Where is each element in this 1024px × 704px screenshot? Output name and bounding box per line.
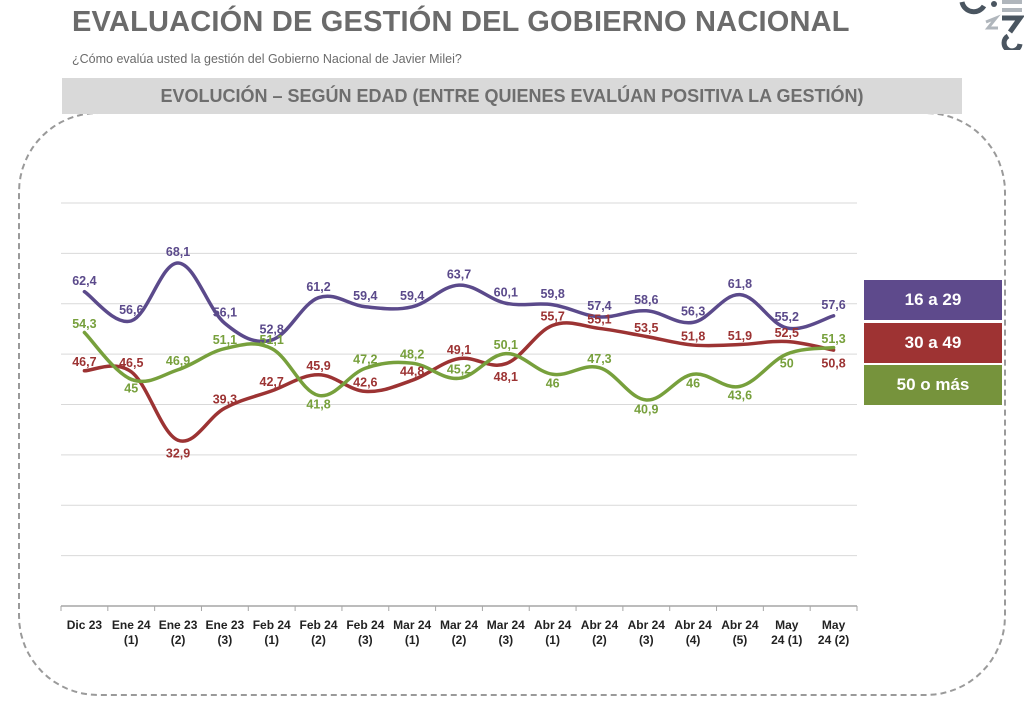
data-label: 57,4 [587, 299, 611, 313]
legend-item-16-29: 16 a 29 [864, 280, 1002, 320]
data-label: 44,8 [400, 365, 424, 379]
x-tick-label: Abr 24 (4) [674, 618, 712, 647]
data-label: 56,3 [681, 305, 705, 319]
data-label: 55,2 [775, 310, 799, 324]
data-label: 58,6 [634, 293, 658, 307]
series-line-0 [82, 261, 836, 344]
data-label: 53,5 [634, 321, 658, 335]
data-label: 56,1 [213, 306, 237, 320]
data-label: 59,8 [540, 287, 564, 301]
x-tick-label: Feb 24 (2) [299, 618, 338, 647]
legend-label: 16 a 29 [904, 290, 962, 309]
data-label: 55,1 [587, 313, 611, 327]
series-lines [82, 261, 836, 443]
x-tick-label: Abr 24 (2) [580, 618, 619, 647]
data-label: 45,9 [306, 359, 330, 373]
x-tick-label: May 24 (1) [771, 618, 803, 647]
legend-label: 30 a 49 [904, 333, 962, 352]
legend-item-30-49: 30 a 49 [864, 323, 1002, 363]
data-labels: 62,4 56,6 68,1 56,1 52,8 61,2 59,4 59,4 63,7 60,1… [72, 245, 846, 460]
data-label: 40,9 [634, 402, 658, 416]
data-label: 43,6 [728, 389, 752, 403]
data-label: 59,4 [353, 289, 377, 303]
data-label: 46 [546, 377, 560, 391]
data-label: 42,7 [260, 375, 284, 389]
data-label: 60,1 [494, 286, 518, 300]
x-tick-label: Mar 24 (1) [393, 618, 432, 647]
data-label: 46,7 [72, 355, 96, 369]
data-label: 61,2 [306, 280, 330, 294]
data-label: 68,1 [166, 245, 190, 259]
series-line-2 [82, 330, 836, 402]
data-label: 51,1 [213, 333, 237, 347]
data-label: 52,5 [775, 326, 799, 340]
brand-logo-icon [959, 0, 1024, 50]
data-label: 50,1 [494, 338, 518, 352]
data-label: 49,1 [447, 343, 471, 357]
x-tick-label: Abr 24 (3) [627, 618, 665, 647]
data-label: 50 [780, 356, 794, 370]
data-label: 56,6 [119, 303, 143, 317]
data-label: 51,1 [260, 333, 284, 347]
x-tick-label: Feb 24 (3) [346, 618, 385, 647]
chart-title: EVOLUCIÓN – SEGÚN EDAD (ENTRE QUIENES EV… [160, 85, 864, 106]
data-label: 48,1 [494, 370, 518, 384]
data-label: 46 [686, 377, 700, 391]
data-label: 41,8 [306, 398, 330, 412]
legend-item-50-plus: 50 o más [864, 365, 1002, 405]
x-tick-label: Ene 24 (1) [111, 618, 151, 647]
data-label: 46,9 [166, 354, 190, 368]
grid-lines [61, 202, 857, 557]
data-label: 45 [124, 382, 138, 396]
chart-banner: EVOLUCIÓN – SEGÚN EDAD (ENTRE QUIENES EV… [62, 78, 962, 114]
series-line-1 [82, 321, 836, 443]
data-label: 51,3 [821, 332, 845, 346]
x-tick-label: Mar 24 (2) [439, 618, 479, 647]
data-label: 47,3 [587, 352, 611, 366]
data-label: 51,9 [728, 329, 752, 343]
data-label: 50,8 [821, 356, 845, 370]
x-tick-label: Abr 24 (5) [721, 618, 759, 647]
data-label: 52,8 [260, 322, 284, 336]
page-title: EVALUACIÓN DE GESTIÓN DEL GOBIERNO NACIO… [72, 6, 850, 38]
data-label: 62,4 [72, 274, 96, 288]
data-label: 55,7 [540, 310, 564, 324]
x-tick-label: Dic 23 [66, 618, 103, 632]
data-label: 48,2 [400, 347, 424, 361]
data-label: 32,9 [166, 447, 190, 461]
x-axis [60, 605, 858, 611]
x-tick-label: Ene 23 (2) [158, 618, 198, 647]
data-label: 51,8 [681, 329, 705, 343]
data-label: 63,7 [447, 267, 471, 281]
x-tick-label: Ene 23 (3) [205, 618, 245, 647]
x-tick-label: May 24 (2) [817, 618, 850, 647]
data-label: 61,8 [728, 277, 752, 291]
data-label: 54,3 [72, 317, 96, 331]
data-label: 57,6 [821, 298, 845, 312]
x-tick-label: Mar 24 (3) [486, 618, 525, 647]
data-label: 42,6 [353, 376, 377, 390]
x-tick-label: Feb 24 (1) [252, 618, 291, 647]
x-tick-label: Abr 24 (1) [533, 618, 572, 647]
data-label: 47,2 [353, 353, 377, 367]
data-label: 46,5 [119, 356, 143, 370]
data-label: 59,4 [400, 289, 424, 303]
data-label: 45,2 [447, 363, 471, 377]
legend-label: 50 o más [896, 375, 970, 394]
survey-question: ¿Cómo evalúa usted la gestión del Gobier… [72, 52, 462, 66]
data-label: 39,3 [213, 392, 237, 406]
